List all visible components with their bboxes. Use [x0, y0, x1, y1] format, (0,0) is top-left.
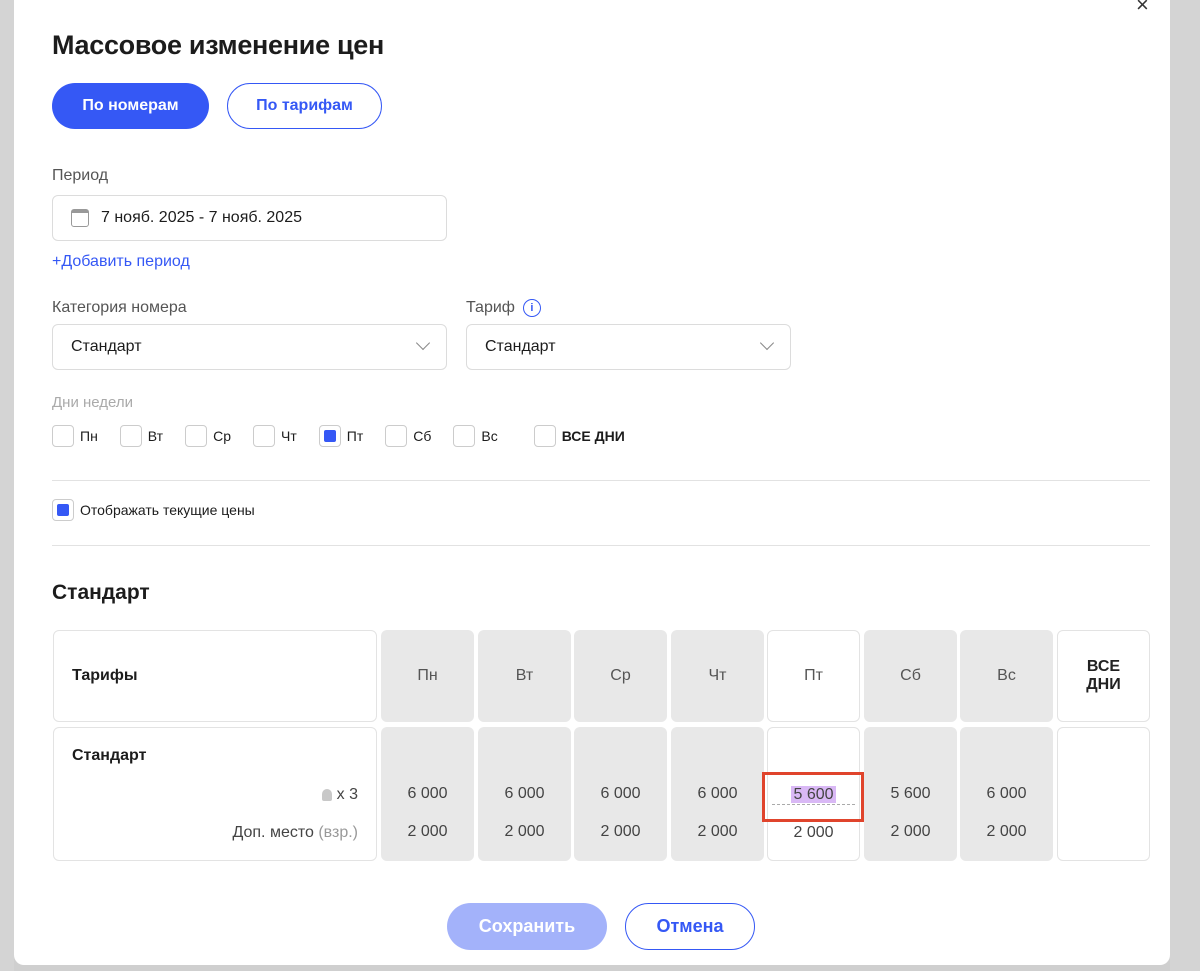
weekday-label: ВСЕ ДНИ: [561, 428, 625, 444]
chevron-down-icon: [759, 335, 775, 351]
extra-bed-label: Доп. место: [232, 824, 314, 841]
tariff-name: Стандарт: [72, 747, 147, 764]
tariff-value: Стандарт: [485, 338, 556, 355]
extra-price: 2 000: [793, 824, 834, 841]
weekday-label: Вт: [147, 428, 164, 444]
main-price: 5 600: [890, 785, 931, 802]
tab-by-tariffs[interactable]: По тарифам: [227, 83, 382, 129]
highlight-annotation-box: [762, 772, 864, 822]
category-select[interactable]: Стандарт: [52, 324, 447, 370]
price-cell[interactable]: 6 000 2 000: [478, 727, 571, 861]
price-cell[interactable]: 6 000 2 000: [574, 727, 667, 861]
weekday-fri[interactable]: Пт: [318, 425, 364, 447]
extra-price: 2 000: [890, 823, 931, 840]
table-header-tariffs: Тарифы: [53, 630, 377, 722]
weekday-sat[interactable]: Сб: [385, 425, 431, 447]
modal-title: Массовое изменение цен: [52, 30, 385, 60]
divider: [52, 480, 1150, 481]
edited-price-input[interactable]: 5 600: [791, 786, 836, 803]
cancel-button[interactable]: Отмена: [625, 903, 755, 950]
period-input[interactable]: 7 нояб. 2025 - 7 нояб. 2025: [52, 195, 447, 241]
weekday-wed[interactable]: Ср: [185, 425, 231, 447]
checkbox[interactable]: [52, 425, 74, 447]
main-price[interactable]: 5 600: [768, 786, 859, 804]
category-value: Стандарт: [71, 338, 142, 355]
main-price: 6 000: [407, 785, 448, 802]
price-cell[interactable]: 6 000 2 000: [381, 727, 474, 861]
extra-price: 2 000: [504, 823, 545, 840]
main-price: 6 000: [986, 785, 1027, 802]
input-underline: [772, 804, 855, 805]
chevron-down-icon: [415, 335, 431, 351]
day-header: Вс: [960, 630, 1053, 722]
close-icon[interactable]: ×: [1136, 0, 1149, 17]
section-title: Стандарт: [52, 581, 150, 604]
day-header: Пн: [381, 630, 474, 722]
checkbox[interactable]: [453, 425, 476, 447]
main-price: 6 000: [504, 785, 545, 802]
weekday-tue[interactable]: Вт: [119, 425, 164, 447]
weekday-label: Сб: [413, 428, 432, 444]
tariff-select[interactable]: Стандарт: [466, 324, 791, 370]
period-value: 7 нояб. 2025 - 7 нояб. 2025: [101, 209, 302, 226]
main-price: 6 000: [697, 785, 738, 802]
checkbox[interactable]: [533, 425, 556, 447]
show-current-label: Отображать текущие цены: [80, 502, 255, 518]
main-price: 6 000: [600, 785, 641, 802]
checkbox-checked[interactable]: [52, 499, 74, 521]
day-header: ВСЕ ДНИ: [1057, 630, 1150, 722]
calendar-icon: [71, 209, 89, 227]
tariff-row-label: Стандарт x 3 Доп. место (взр.): [53, 727, 377, 861]
background-page: [0, 0, 14, 971]
day-header: Вт: [478, 630, 571, 722]
checkbox[interactable]: [253, 425, 275, 447]
weekday-sun[interactable]: Вс: [453, 425, 498, 447]
price-cell[interactable]: 6 000 2 000: [671, 727, 764, 861]
show-current-prices[interactable]: Отображать текущие цены: [52, 499, 255, 521]
price-cell[interactable]: 5 600 2 000: [864, 727, 957, 861]
extra-price: 2 000: [697, 823, 738, 840]
weekday-label: Пт: [346, 428, 364, 444]
period-label: Период: [52, 167, 109, 184]
weekday-label: Пн: [80, 428, 98, 444]
divider: [52, 545, 1150, 546]
extra-price: 2 000: [407, 823, 448, 840]
price-cell[interactable]: [1057, 727, 1150, 861]
weekday-label: Ср: [213, 428, 231, 444]
category-label: Категория номера: [52, 299, 187, 316]
checkbox[interactable]: [385, 425, 408, 447]
day-header: Чт: [671, 630, 764, 722]
weekday-mon[interactable]: Пн: [52, 425, 98, 447]
price-cell[interactable]: 6 000 2 000: [960, 727, 1053, 861]
extra-price: 2 000: [600, 823, 641, 840]
info-icon[interactable]: i: [522, 299, 541, 317]
person-icon: [321, 789, 332, 801]
save-button[interactable]: Сохранить: [447, 903, 607, 950]
day-header: Ср: [574, 630, 667, 722]
day-header: Пт: [767, 630, 860, 722]
extra-bed-note: (взр.): [318, 824, 358, 841]
weekday-label: Чт: [281, 428, 297, 444]
weekday-thu[interactable]: Чт: [253, 425, 297, 447]
tab-by-rooms[interactable]: По номерам: [52, 83, 209, 129]
weekday-all[interactable]: ВСЕ ДНИ: [533, 425, 625, 447]
weekdays-label: Дни недели: [52, 394, 134, 411]
checkbox[interactable]: [185, 425, 208, 447]
checkbox-checked[interactable]: [318, 425, 341, 447]
day-header: Сб: [864, 630, 957, 722]
weekdays-checkboxes: Пн Вт Ср Чт Пт Сб Вс ВСЕ ДНИ: [52, 425, 647, 447]
extra-price: 2 000: [986, 823, 1027, 840]
checkbox[interactable]: [119, 425, 142, 447]
guests-count: x 3: [336, 786, 358, 803]
price-cell[interactable]: 5 600 2 000: [762, 727, 864, 861]
background-page: [1170, 0, 1200, 971]
tariff-label: Тариф: [466, 299, 515, 316]
weekday-label: Вс: [481, 428, 498, 444]
add-period-link[interactable]: +Добавить период: [52, 253, 190, 270]
tariff-label-row: Тариф i: [466, 299, 541, 317]
